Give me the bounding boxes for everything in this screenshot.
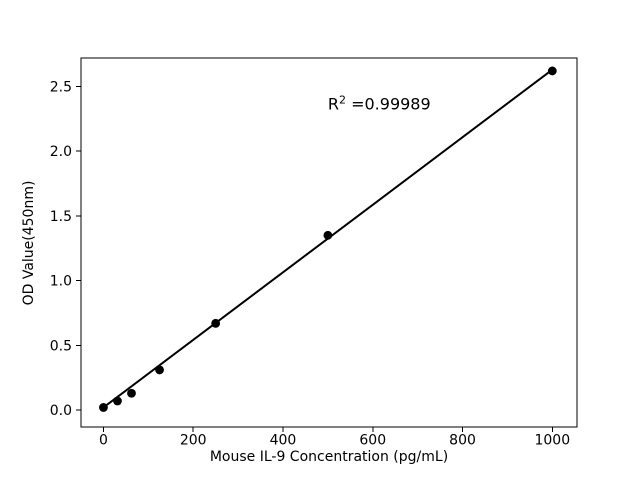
x-tick-label: 600: [359, 433, 386, 449]
data-point: [155, 365, 164, 375]
x-tick-label: 200: [180, 433, 207, 449]
y-tick-label: 1.5: [50, 209, 72, 225]
data-point: [547, 66, 557, 76]
data-point: [113, 396, 122, 406]
y-tick-label: 2.5: [50, 79, 72, 95]
axes-frame: [80, 57, 578, 428]
plot-area: 0 200 400 600 800 1000 0.0 0.5 1.0 1.5 2.0 2.5 R2 =0…: [50, 57, 578, 449]
x-tick-label: 800: [449, 433, 476, 449]
y-tick-label: 0.5: [50, 338, 72, 354]
y-tick-label: 1.0: [50, 274, 72, 290]
data-point: [99, 403, 108, 412]
x-tick-label: 0: [99, 433, 108, 449]
data-point: [211, 318, 221, 328]
y-tick-label: 0.0: [50, 403, 72, 419]
x-tick-label: 400: [270, 433, 297, 449]
y-tick-label: 2.0: [50, 144, 72, 160]
data-point: [127, 388, 136, 398]
y-axis-label: OD Value(450nm): [21, 181, 37, 306]
x-tick-label: 1000: [534, 433, 570, 449]
data-point: [323, 230, 333, 240]
x-axis-label: Mouse IL-9 Concentration (pg/mL): [210, 449, 448, 465]
r-squared-annotation: R2 =0.99989: [328, 94, 431, 114]
